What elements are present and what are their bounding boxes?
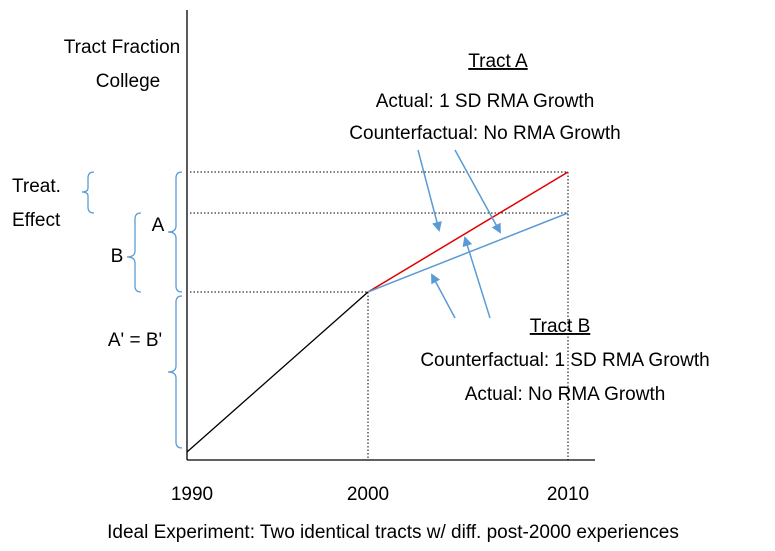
x-tick-label: 2000 (347, 484, 389, 505)
pre-2000-line (186, 291, 369, 453)
brace-label: A (152, 215, 165, 236)
caption: Ideal Experiment: Two identical tracts w… (107, 522, 679, 543)
y-axis-label: Tract Fraction (64, 37, 181, 58)
arrows (417, 149, 501, 319)
x-tick-label: 1990 (171, 484, 213, 505)
y-axis-label: College (96, 71, 160, 92)
tract-b-title: Tract B (530, 316, 591, 337)
tract-a-line: Counterfactual: No RMA Growth (349, 123, 620, 144)
brace-label: Treat. (12, 176, 61, 197)
tract-b-line: Counterfactual: 1 SD RMA Growth (420, 350, 709, 371)
no-growth-line (367, 212, 569, 293)
guide-lines (190, 171, 569, 460)
brace-label: B (111, 246, 124, 267)
tract-a-title: Tract A (468, 51, 528, 72)
tract-b-line: Actual: No RMA Growth (465, 384, 666, 405)
tract-a-line: Actual: 1 SD RMA Growth (376, 91, 595, 112)
brace-label: A' = B' (108, 330, 162, 351)
growth-line (367, 171, 569, 293)
brace-label: Effect (12, 210, 61, 231)
x-tick-label: 2010 (547, 484, 589, 505)
braces (81, 171, 183, 449)
